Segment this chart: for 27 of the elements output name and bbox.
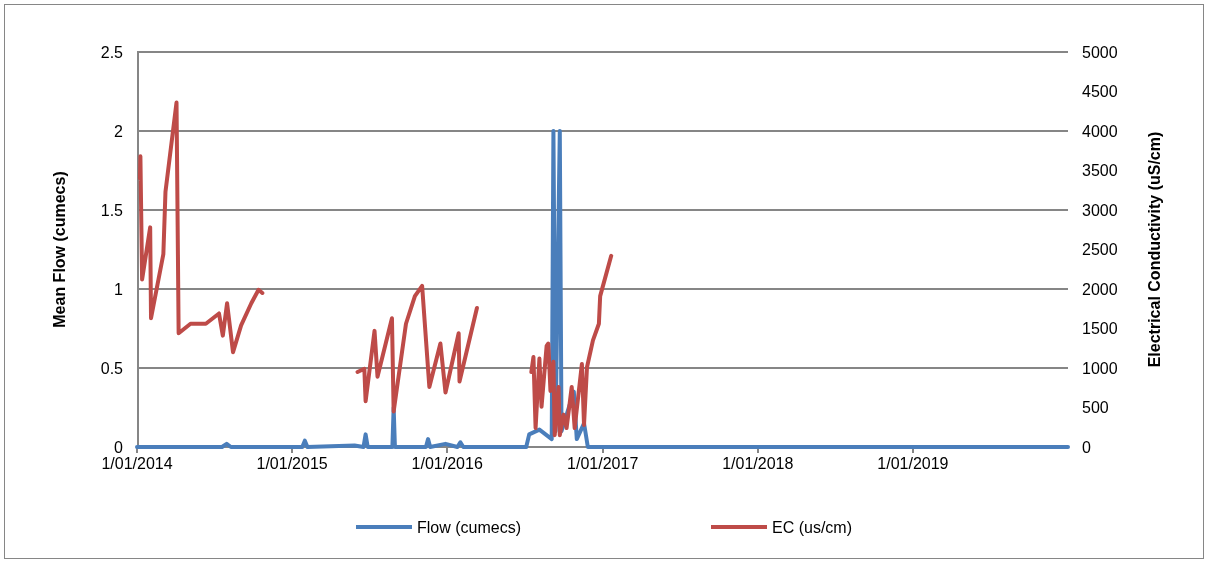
y-tick-label: 0.5 [100,359,124,377]
y2-tick-label: 0 [1082,438,1091,456]
y2-tick-label: 2000 [1082,280,1118,298]
y-tick-label: 1.5 [100,201,124,219]
x-tick-label: 1/01/2019 [877,454,949,472]
y2-tick-label: 4500 [1082,83,1118,100]
legend-label: EC (us/cm) [772,518,852,536]
y-tick-label: 2.5 [100,43,124,61]
y2-tick-label: 500 [1082,399,1109,416]
y2-tick-label: 3000 [1082,201,1118,219]
x-tick-label: 1/01/2015 [256,454,328,472]
y-tick-label: 2 [114,122,124,140]
y2-tick-label: 1000 [1082,359,1118,377]
x-tick-label: 1/01/2016 [411,454,483,472]
y-tick-label: 0 [114,438,124,456]
legend-label: Flow (cumecs) [417,518,522,536]
x-tick-label: 1/01/2018 [722,454,794,472]
x-tick-label: 1/01/2017 [567,454,639,472]
y2-tick-label: 2500 [1082,241,1118,258]
x-tick-label: 1/01/2014 [101,454,173,472]
y-tick-label: 1 [114,280,124,298]
y2-tick-label: 4000 [1082,122,1118,140]
y2-tick-label: 1500 [1082,320,1118,337]
y2-tick-label: 3500 [1082,162,1118,179]
y-axis-title: Mean Flow (cumecs) [50,171,68,328]
y2-tick-label: 5000 [1082,43,1118,61]
y2-axis-title: Electrical Conductivity (uS/cm) [1145,131,1163,368]
